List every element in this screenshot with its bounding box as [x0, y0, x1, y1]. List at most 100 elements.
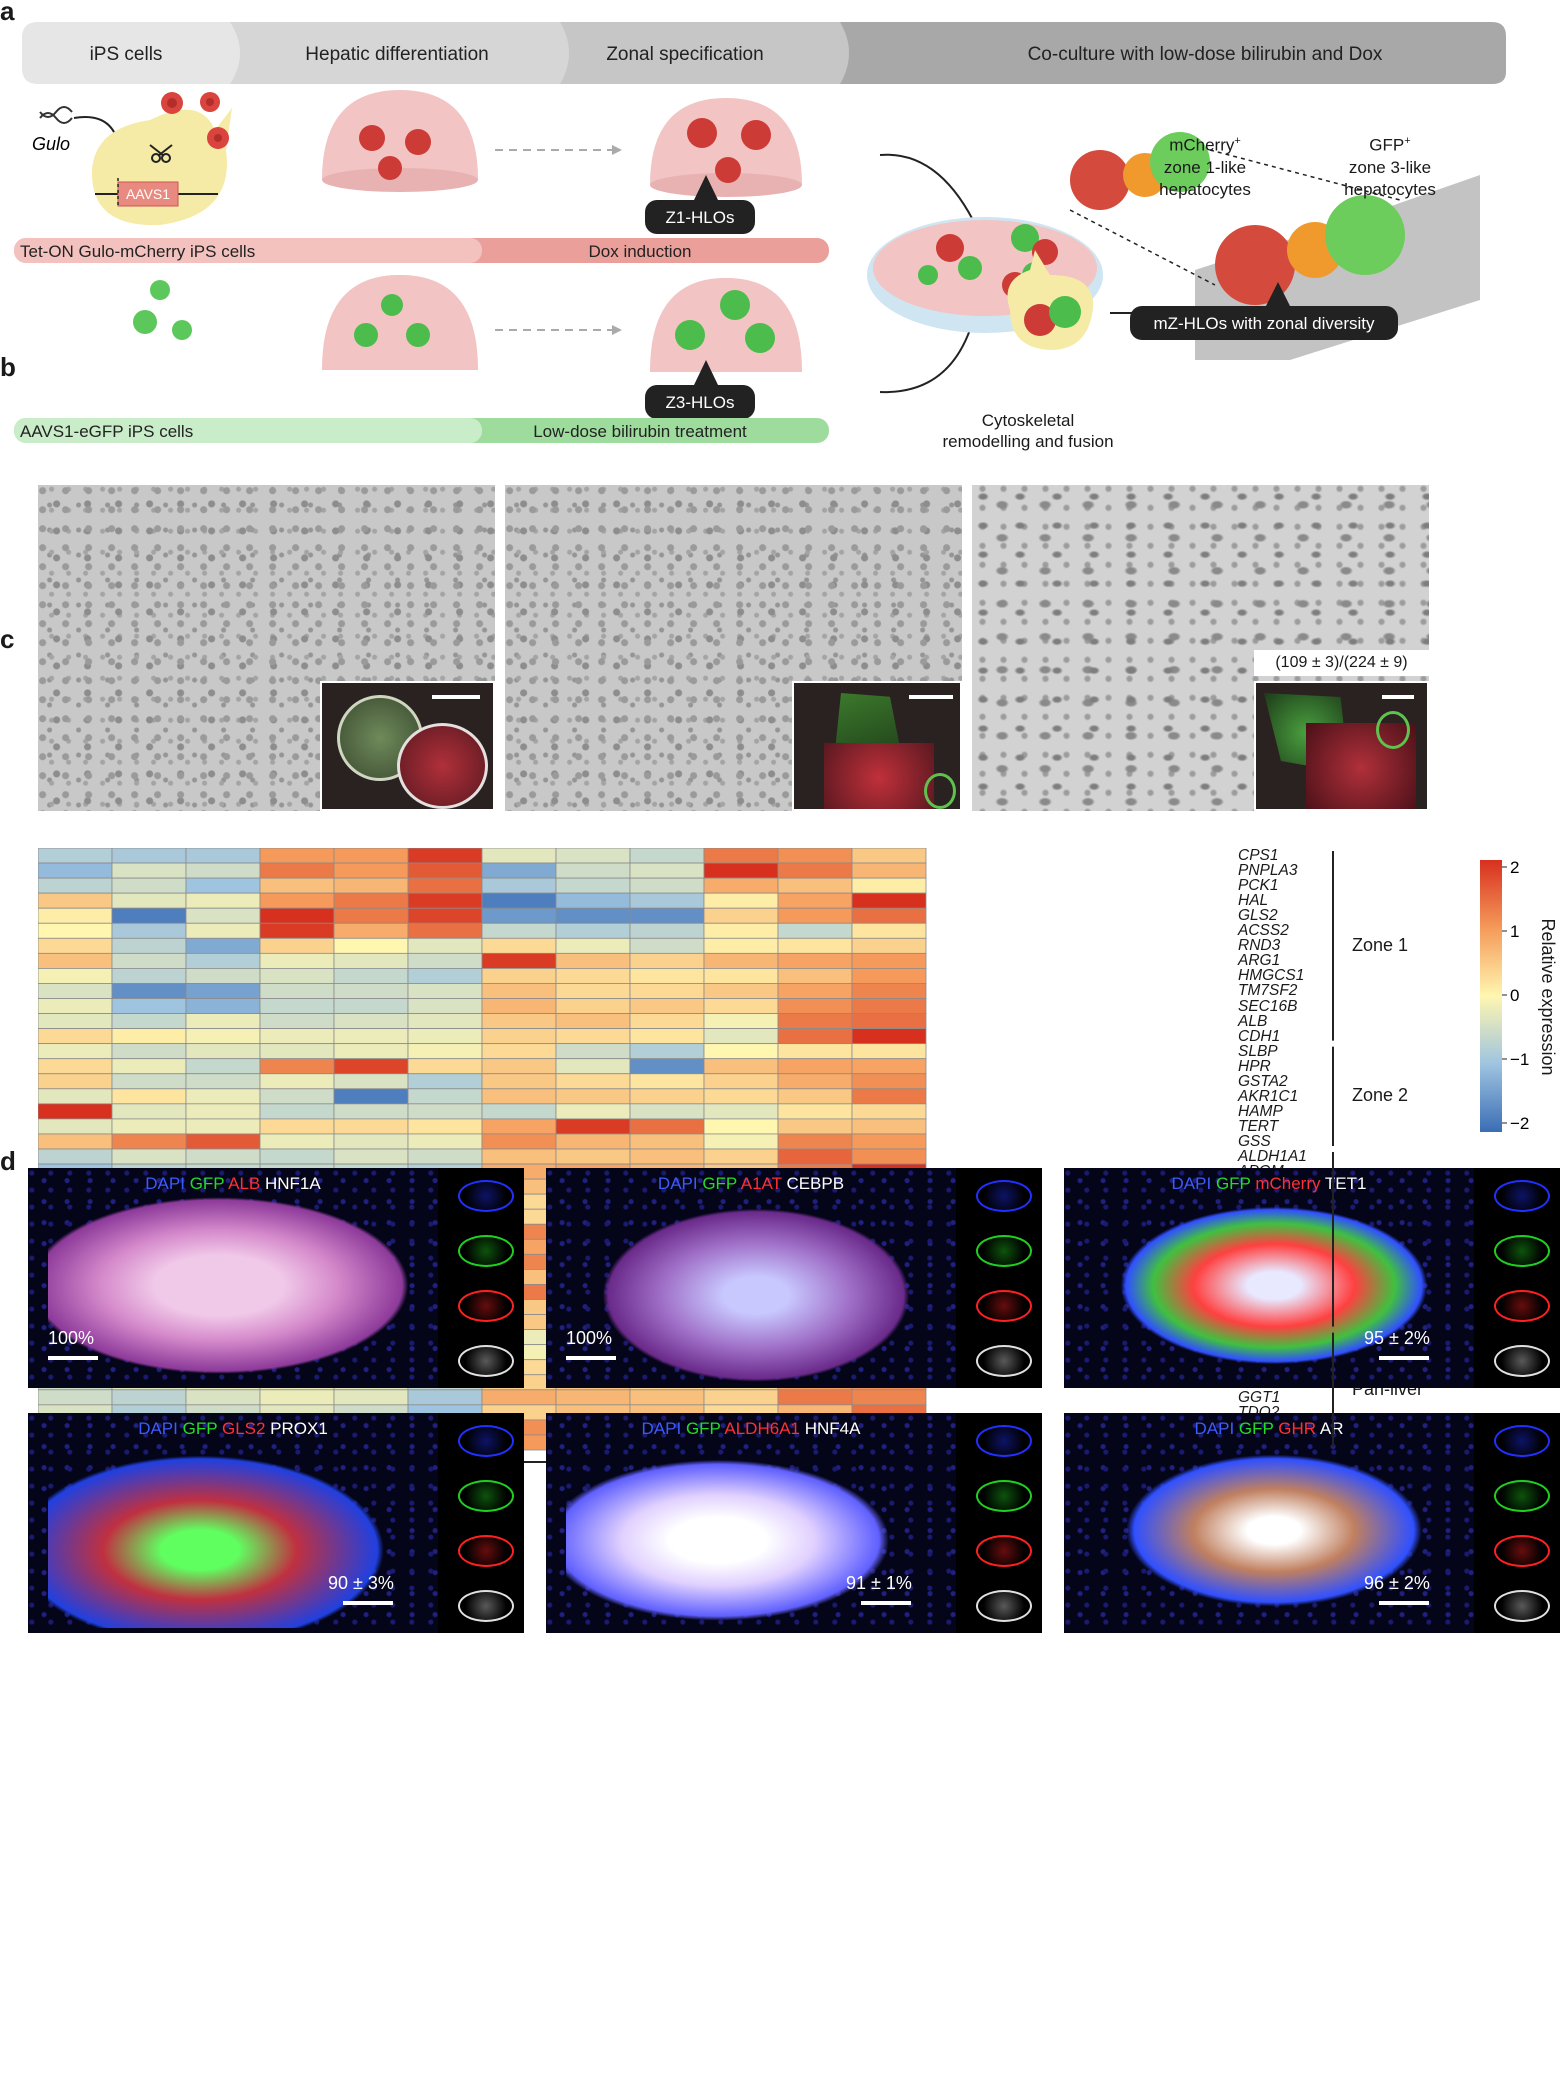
fluorescence-image: DAPI GFP GHR AR 96 ± 2% [1064, 1413, 1560, 1633]
channel-thumbnail [1476, 1168, 1560, 1221]
heatmap-cell [185, 1103, 261, 1120]
heatmap-cell [777, 1389, 853, 1406]
stain-label: ALDH6A1 [724, 1419, 805, 1438]
stain-label: DAPI [1171, 1174, 1216, 1193]
heatmap-cell [111, 1118, 187, 1135]
heatmap-cell [259, 937, 335, 954]
heatmap-cell [703, 1028, 779, 1045]
panel-a-coculture: mZ-HLOs with zonal diversity [867, 132, 1480, 394]
channel-thumbnail [440, 1168, 524, 1221]
colorbar-gradient [1480, 860, 1502, 1132]
heatmap-cell [38, 1058, 113, 1075]
heatmap-cell [851, 922, 927, 939]
mcherry-caption: mCherry+ zone 1-like hepatocytes [1159, 135, 1251, 199]
heatmap-cell [555, 1133, 631, 1150]
heatmap-cell [407, 1133, 483, 1150]
stain-label: TET1 [1324, 1174, 1367, 1193]
stage-band-zonal [520, 22, 849, 84]
heatmap-cell [629, 952, 705, 969]
heatmap-cell [111, 1028, 187, 1045]
stain-labels: DAPI GFP GHR AR [1064, 1419, 1474, 1439]
stain-label: DAPI [657, 1174, 703, 1193]
heatmap-cell [481, 1058, 557, 1075]
heatmap-cell [259, 1088, 335, 1105]
mz-organoid-top [1070, 132, 1210, 210]
stain-label: AR [1319, 1419, 1344, 1438]
percentage-label: 91 ± 1% [846, 1573, 912, 1593]
heatmap-cell [703, 848, 779, 864]
gene-label: SLBP [1238, 1042, 1278, 1060]
heatmap-cell [703, 1058, 779, 1075]
heatmap-cell [629, 892, 705, 909]
heatmap-cell [629, 1088, 705, 1105]
organoid-image [1084, 1433, 1464, 1628]
heatmap-cell [481, 1088, 557, 1105]
heatmap-cell [259, 1073, 335, 1090]
gene-label: ALDH1A1 [1238, 1148, 1307, 1165]
organoids-red-small [359, 125, 431, 180]
heatmap-cell [703, 937, 779, 954]
heatmap-cell [259, 1148, 335, 1165]
percentage-label: 95 ± 2% [1364, 1328, 1430, 1348]
heatmap-cell [333, 998, 409, 1014]
channel-thumbnail [440, 1333, 524, 1386]
svg-text:mZ-HLOs with zonal diversity: mZ-HLOs with zonal diversity [1153, 314, 1375, 333]
heatmap-cell [38, 877, 113, 894]
red-ips-cells [161, 92, 229, 149]
percentage-label: 90 ± 3% [328, 1573, 394, 1593]
heatmap-cell [185, 892, 261, 909]
channel-thumbnail [440, 1223, 524, 1276]
heatmap-cell [111, 968, 187, 984]
inset-fluorescence-3 [1254, 681, 1429, 811]
heatmap-cell [851, 1133, 927, 1150]
heatmap-cell [851, 1148, 927, 1165]
heatmap-cell [38, 848, 113, 864]
panel-label-d: d [0, 1146, 16, 1176]
heatmap-cell [185, 862, 261, 879]
fluorescence-image: DAPI GFP ALDH6A1 HNF4A 91 ± 1% [546, 1413, 1042, 1633]
heatmap-cell [333, 1073, 409, 1090]
gene-label: TERT [1238, 1117, 1279, 1135]
heatmap-cell [555, 922, 631, 939]
gene-label: PNPLA3 [1238, 862, 1298, 880]
organoid-image [566, 1188, 946, 1383]
heatmap-cell [777, 1073, 853, 1090]
dome-hepatic-top [322, 90, 478, 180]
heatmap-cell [38, 1073, 113, 1090]
heatmap-cell [333, 907, 409, 924]
ratio-label: (109 ± 3)/(224 ± 9) [1254, 650, 1429, 676]
heatmap-cell [185, 1148, 261, 1165]
stage-band-ips [22, 22, 240, 84]
heatmap-cell [851, 892, 927, 909]
gene-label: HAL [1238, 892, 1269, 910]
zone-bracket-lines [1332, 851, 1334, 1447]
heatmap-cell [333, 922, 409, 939]
stain-labels: DAPI GFP mCherry TET1 [1064, 1174, 1474, 1194]
channel-thumbnail [958, 1333, 1042, 1386]
channel-thumbnail [440, 1523, 524, 1576]
heatmap-cell [407, 952, 483, 969]
heatmap-cell [38, 983, 113, 999]
z3-hlos-tag [645, 385, 755, 419]
channel-thumbnail [958, 1223, 1042, 1276]
heatmap-cell [407, 907, 483, 924]
stain-label: GFP [685, 1419, 725, 1438]
heatmap-cell [629, 862, 705, 879]
heatmap-cell [407, 1013, 483, 1030]
heatmap-cell [38, 1148, 113, 1165]
heatmap-cell [777, 1013, 853, 1030]
channel-thumbnail [958, 1468, 1042, 1521]
heatmap-cell [629, 983, 705, 999]
heatmap-cell [111, 998, 187, 1014]
heatmap-cell [259, 877, 335, 894]
heatmap-cell [629, 968, 705, 984]
heatmap-cell [259, 848, 335, 864]
stain-labels: DAPI GFP ALDH6A1 HNF4A [546, 1419, 956, 1439]
heatmap-cell [38, 1013, 113, 1030]
heatmap-cell [111, 983, 187, 999]
organoid-image [1084, 1188, 1464, 1383]
heatmap-cell [407, 848, 483, 864]
heatmap-cell [407, 1103, 483, 1120]
heatmap-cell [333, 1088, 409, 1105]
heatmap-cell [777, 1133, 853, 1150]
